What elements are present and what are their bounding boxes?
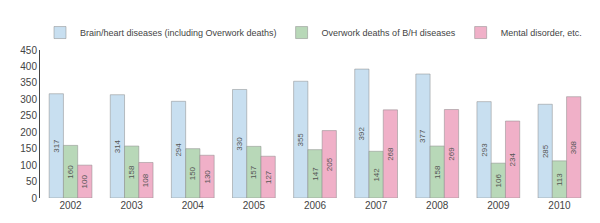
svg-text:130: 130 (203, 170, 212, 184)
svg-text:285: 285 (541, 144, 550, 158)
svg-text:150: 150 (188, 166, 197, 180)
svg-text:100: 100 (80, 175, 89, 189)
svg-text:355: 355 (296, 133, 305, 147)
svg-text:200: 200 (20, 127, 37, 138)
svg-text:Overwork deaths of B/H disease: Overwork deaths of B/H diseases (322, 28, 456, 38)
svg-text:100: 100 (20, 160, 37, 171)
svg-text:350: 350 (20, 77, 37, 88)
svg-text:330: 330 (235, 137, 244, 151)
svg-text:2004: 2004 (182, 200, 205, 211)
svg-text:142: 142 (372, 168, 381, 182)
svg-text:2002: 2002 (59, 200, 82, 211)
svg-text:157: 157 (249, 165, 258, 179)
svg-text:250: 250 (20, 110, 37, 121)
svg-text:50: 50 (26, 176, 38, 187)
svg-text:377: 377 (418, 129, 427, 143)
svg-text:2007: 2007 (365, 200, 388, 211)
svg-text:392: 392 (357, 127, 366, 141)
svg-text:308: 308 (569, 140, 578, 154)
svg-text:147: 147 (311, 167, 320, 181)
svg-text:158: 158 (433, 165, 442, 179)
svg-text:2009: 2009 (487, 200, 510, 211)
svg-text:Mental disorder, etc.: Mental disorder, etc. (501, 28, 582, 38)
svg-text:Brain/heart diseases (includin: Brain/heart diseases (including Overwork… (80, 28, 277, 38)
svg-text:268: 268 (386, 147, 395, 161)
svg-text:150: 150 (20, 143, 37, 154)
svg-text:400: 400 (20, 61, 37, 72)
svg-text:0: 0 (31, 193, 37, 204)
svg-text:300: 300 (20, 94, 37, 105)
svg-text:106: 106 (494, 174, 503, 188)
svg-text:2006: 2006 (304, 200, 327, 211)
svg-text:2010: 2010 (548, 200, 571, 211)
svg-text:314: 314 (113, 139, 122, 153)
svg-text:234: 234 (508, 153, 517, 167)
svg-text:317: 317 (52, 139, 61, 153)
svg-text:205: 205 (325, 157, 334, 171)
svg-text:293: 293 (480, 143, 489, 157)
svg-text:450: 450 (20, 45, 37, 56)
svg-text:269: 269 (447, 147, 456, 161)
svg-text:2005: 2005 (243, 200, 266, 211)
svg-text:113: 113 (555, 173, 564, 186)
svg-text:2003: 2003 (121, 200, 144, 211)
svg-text:108: 108 (141, 173, 150, 187)
svg-text:2008: 2008 (426, 200, 449, 211)
svg-text:158: 158 (127, 165, 136, 179)
svg-text:127: 127 (264, 170, 273, 184)
svg-text:160: 160 (66, 165, 75, 179)
svg-text:294: 294 (174, 143, 183, 157)
